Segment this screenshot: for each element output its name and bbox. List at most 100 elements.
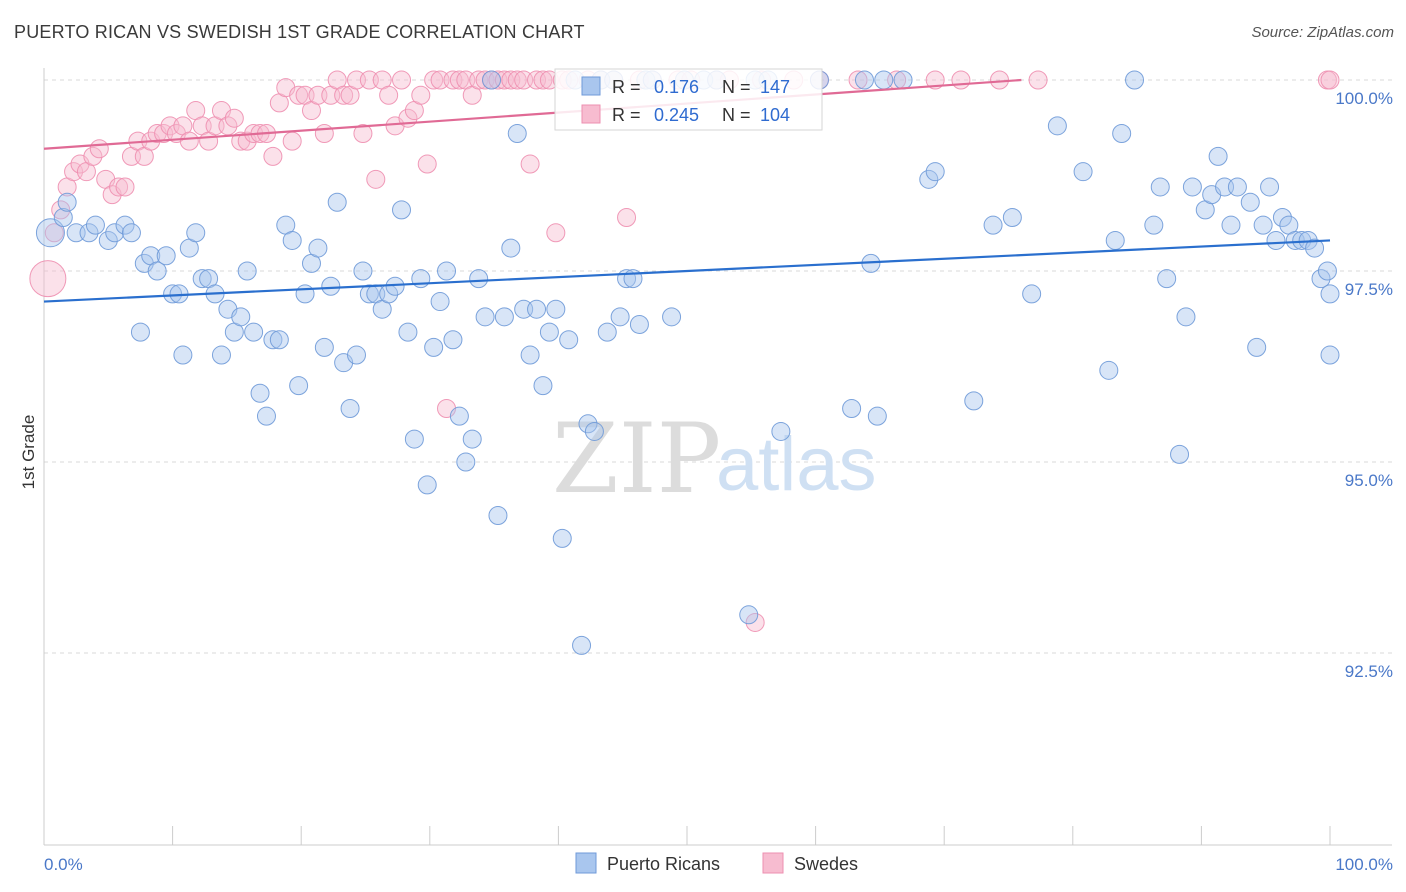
puerto-rican-point-35 bbox=[289, 376, 309, 396]
puerto-rican-point-4 bbox=[79, 223, 99, 243]
puerto-rican-point-111 bbox=[1022, 284, 1042, 304]
puerto-rican-point-67 bbox=[494, 307, 514, 327]
puerto-rican-point-31 bbox=[263, 330, 283, 350]
stats-legend-r-label-0: R = bbox=[612, 77, 641, 97]
swedes-point-12 bbox=[115, 177, 135, 197]
swedes-point-39 bbox=[289, 85, 309, 105]
puerto-rican-point-77 bbox=[559, 330, 579, 350]
y-tick-label-1: 95.0% bbox=[1345, 471, 1393, 490]
puerto-rican-point-83 bbox=[597, 322, 617, 342]
swedes-point-35 bbox=[263, 146, 283, 166]
stats-legend-r-value-1: 0.245 bbox=[654, 105, 699, 125]
puerto-rican-point-32 bbox=[269, 330, 289, 350]
puerto-rican-point-66 bbox=[488, 505, 508, 525]
grid-lines bbox=[44, 79, 1392, 654]
puerto-rican-point-73 bbox=[533, 376, 553, 396]
legend-swatch-swedes bbox=[762, 852, 784, 874]
stats-legend-n-label-1: N = bbox=[722, 105, 751, 125]
trend-lines bbox=[43, 78, 1331, 303]
puerto-rican-point-19 bbox=[186, 223, 206, 243]
stats-legend-n-label-0: N = bbox=[722, 77, 751, 97]
puerto-rican-point-6 bbox=[98, 230, 118, 250]
puerto-rican-point-64 bbox=[475, 307, 495, 327]
puerto-rican-point-119 bbox=[1150, 177, 1170, 197]
puerto-rican-point-7 bbox=[105, 223, 125, 243]
swedes-point-77 bbox=[533, 70, 553, 90]
puerto-rican-point-14 bbox=[156, 246, 176, 266]
puerto-rican-point-88 bbox=[629, 314, 649, 334]
puerto-rican-point-26 bbox=[231, 307, 251, 327]
puerto-rican-point-112 bbox=[1047, 116, 1067, 136]
puerto-rican-point-65 bbox=[482, 70, 502, 90]
puerto-rican-point-134 bbox=[1266, 230, 1286, 250]
puerto-rican-point-62 bbox=[462, 429, 482, 449]
puerto-rican-point-101 bbox=[854, 70, 874, 90]
stats-legend-n-value-1: 104 bbox=[760, 105, 790, 125]
puerto-rican-point-5 bbox=[85, 215, 105, 235]
puerto-rican-point-55 bbox=[417, 475, 437, 495]
puerto-rican-point-40 bbox=[321, 276, 341, 296]
puerto-rican-point-68 bbox=[501, 238, 521, 258]
swedes-point-98 bbox=[925, 70, 945, 90]
puerto-rican-point-100 bbox=[842, 399, 862, 419]
puerto-rican-point-114 bbox=[1099, 360, 1119, 380]
watermark: ZIP atlas bbox=[552, 403, 877, 515]
puerto-rican-point-43 bbox=[340, 399, 360, 419]
puerto-rican-point-50 bbox=[385, 276, 405, 296]
puerto-rican-point-113 bbox=[1073, 162, 1093, 182]
puerto-rican-point-128 bbox=[1221, 215, 1241, 235]
puerto-rican-point-107 bbox=[925, 162, 945, 182]
puerto-rican-point-20 bbox=[192, 269, 212, 289]
stats-legend-n-value-0: 147 bbox=[760, 77, 790, 97]
swedes-trend-line bbox=[43, 78, 1022, 150]
puerto-rican-point-95 bbox=[739, 605, 759, 625]
puerto-rican-point-133 bbox=[1260, 177, 1280, 197]
puerto-rican-point-36 bbox=[295, 284, 315, 304]
puerto-rican-point-51 bbox=[392, 200, 412, 220]
swedes-point-92 bbox=[745, 612, 765, 632]
x-tick-labels: 0.0% 100.0% bbox=[44, 855, 1393, 874]
puerto-rican-point-75 bbox=[546, 299, 566, 319]
stats-legend-r-value-0: 0.176 bbox=[654, 77, 699, 97]
puerto-rican-point-74 bbox=[539, 322, 559, 342]
swedes-point-79 bbox=[546, 223, 566, 243]
puerto-rican-point-53 bbox=[404, 429, 424, 449]
puerto-rican-point-44 bbox=[346, 345, 366, 365]
puerto-rican-point-38 bbox=[308, 238, 328, 258]
puerto-rican-point-123 bbox=[1182, 177, 1202, 197]
y-axis-label: 1st Grade bbox=[19, 415, 38, 490]
puerto-rican-point-135 bbox=[1272, 208, 1292, 228]
swedes-point-58 bbox=[411, 85, 431, 105]
swedes-point-46 bbox=[334, 85, 354, 105]
puerto-rican-point-56 bbox=[424, 337, 444, 357]
puerto-rican-point-130 bbox=[1240, 192, 1260, 212]
swedes-point-1 bbox=[44, 223, 64, 243]
puerto-rican-point-116 bbox=[1112, 123, 1132, 143]
puerto-rican-point-79 bbox=[572, 635, 592, 655]
puerto-rican-point-129 bbox=[1227, 177, 1247, 197]
puerto-rican-point-46 bbox=[359, 284, 379, 304]
swedes-point-75 bbox=[520, 154, 540, 174]
puerto-rican-point-108 bbox=[964, 391, 984, 411]
puerto-rican-point-39 bbox=[314, 337, 334, 357]
puerto-rican-point-1 bbox=[53, 208, 73, 228]
puerto-rican-point-91 bbox=[662, 307, 682, 327]
swedes-point-64 bbox=[449, 70, 469, 90]
puerto-rican-point-58 bbox=[437, 261, 457, 281]
series-legend: Puerto Ricans Swedes bbox=[575, 852, 858, 874]
y-tick-label-0: 92.5% bbox=[1345, 662, 1393, 681]
swedes-point-73 bbox=[507, 70, 527, 90]
puerto-rican-point-2 bbox=[57, 192, 77, 212]
puerto-rican-point-115 bbox=[1105, 230, 1125, 250]
swedes-point-7 bbox=[83, 146, 103, 166]
swedes-point-43 bbox=[314, 123, 334, 143]
puerto-rican-point-131 bbox=[1247, 337, 1267, 357]
puerto-rican-point-27 bbox=[237, 261, 257, 281]
puerto-rican-point-121 bbox=[1170, 444, 1190, 464]
puerto-rican-point-80 bbox=[578, 414, 598, 434]
puerto-rican-point-126 bbox=[1208, 146, 1228, 166]
stats-legend-r-label-1: R = bbox=[612, 105, 641, 125]
puerto-ricans-trend-line bbox=[43, 239, 1331, 303]
puerto-rican-point-28 bbox=[244, 322, 264, 342]
watermark-atlas: atlas bbox=[716, 422, 877, 507]
